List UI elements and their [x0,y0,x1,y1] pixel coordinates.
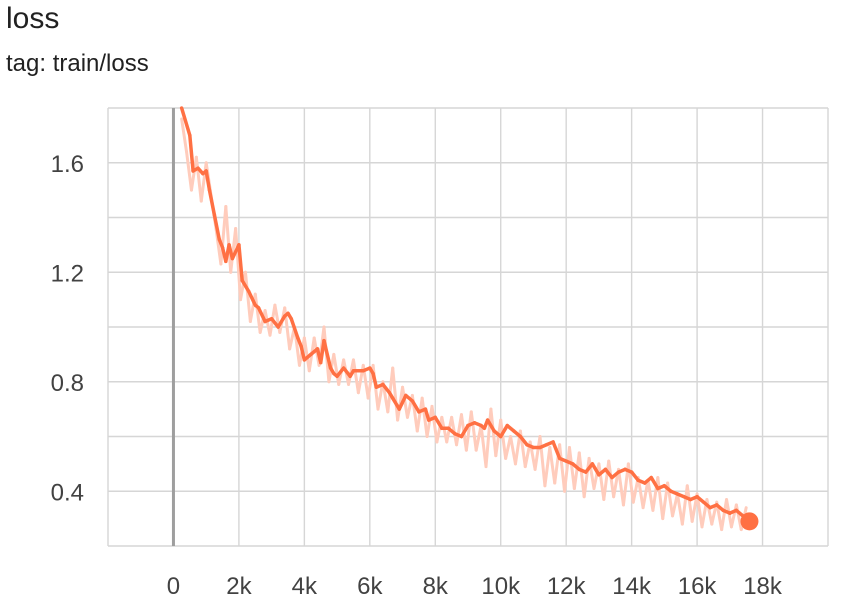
raw-loss-segment [234,226,243,302]
smoothed-loss-segment [237,243,244,283]
raw-loss-segment [636,476,645,510]
raw-loss-segment [219,205,228,266]
raw-loss-segment [253,292,262,334]
grid [107,107,829,547]
x-tick-label: 2k [226,573,252,600]
x-tick-label: 16k [678,573,718,600]
raw-loss-segment [705,497,714,526]
raw-loss-segment [587,456,596,491]
raw-loss-segment [351,358,360,395]
smoothed-loss-segment [289,317,300,340]
raw-loss-segment [258,309,267,334]
tick-labels: 0 2k 4k 6k 8k 10k 12k 14k 16k 18k 0.4 0.8 1.2 1.6 [51,151,783,600]
chart-subtitle-tag: tag: train/loss [6,50,149,77]
smoothed-loss-segment [179,106,192,138]
x-tick-label: 18k [743,573,783,600]
raw-loss-segment [729,503,738,529]
raw-loss-segment [415,396,424,433]
raw-series-layer [180,117,748,532]
raw-loss-segment [582,456,591,499]
smoothed-loss-segment [518,434,529,447]
smoothed-loss-segment [459,423,470,439]
smoothed-loss-segment [246,289,258,307]
smoothed-loss-segment [423,407,431,422]
raw-loss-segment [180,117,189,154]
raw-loss-segment [685,484,694,523]
smoothed-loss-segment [551,440,562,461]
x-tick-label: 12k [547,573,587,600]
raw-loss-segment [332,352,341,386]
raw-loss-segment [602,459,611,501]
raw-loss-segment [597,462,606,501]
smoothed-loss-segment [590,462,601,477]
smoothed-loss-segment [212,213,222,242]
raw-loss-segment [302,336,311,373]
smoothed-loss-segment [381,382,392,395]
smoothed-loss-segment [433,415,444,431]
x-tick-label: 6k [357,573,383,600]
y-tick-label: 0.8 [51,370,84,397]
raw-loss-segment [656,476,665,521]
x-tick-label: 4k [292,573,318,600]
x-tick-label: 14k [612,573,652,600]
raw-loss-segment [567,445,576,491]
y-tick-label: 1.6 [51,151,84,178]
raw-loss-segment [734,503,743,532]
raw-loss-segment [563,445,571,493]
raw-loss-segment [194,155,203,203]
raw-loss-segment [386,366,395,414]
smoothed-loss-segment [390,396,402,411]
raw-loss-segment [499,418,508,460]
raw-loss-segment [577,451,586,499]
x-tick-label: 8k [423,573,449,600]
smoothed-loss-segment [322,338,333,370]
smoothed-loss-segment [256,306,267,324]
raw-loss-segment [646,478,655,512]
raw-loss-segment [484,407,493,469]
raw-loss-segment [430,404,439,444]
smoothed-loss-segment [371,371,379,389]
raw-loss-segment [543,445,552,488]
smoothed-loss-segment [188,133,195,173]
last-value-marker [740,512,759,531]
raw-loss-segment [617,467,625,507]
smoothed-loss-segment [485,418,496,433]
smoothed-loss-segment [629,470,640,483]
raw-loss-segment [558,443,567,493]
raw-loss-segment [641,478,650,510]
raw-loss-segment [185,150,193,192]
x-tick-label: 0 [167,573,180,600]
raw-loss-segment [494,418,503,458]
smoothed-loss-segment [397,393,408,411]
raw-loss-segment [243,270,252,324]
smoothed-loss-segment [204,169,212,192]
smoothed-loss-segment [498,423,510,439]
raw-loss-segment [469,410,478,452]
x-tick-label: 10k [481,573,521,600]
raw-loss-segment [420,396,429,438]
smoothed-loss-segment [276,314,287,329]
smoothed-loss-segment [207,188,217,217]
smoothed-loss-segment [649,475,660,491]
raw-loss-segment [548,445,557,485]
smoothed-loss-segment [299,344,307,362]
raw-loss-segment [391,366,400,422]
raw-loss-segment [401,385,409,419]
raw-loss-segment [680,484,689,526]
y-tick-label: 1.2 [51,260,84,287]
raw-loss-segment [199,161,208,203]
raw-loss-segment [538,435,547,488]
y-tick-label: 0.4 [51,479,84,506]
smoothed-loss-segment [240,278,251,294]
chart-title: loss [6,2,60,35]
raw-loss-segment [435,415,444,444]
raw-loss-segment [720,497,729,532]
smoothed-series-layer [179,106,759,531]
raw-loss-segment [464,410,473,452]
raw-loss-segment [224,205,233,274]
smoothed-loss-segment [410,399,421,414]
